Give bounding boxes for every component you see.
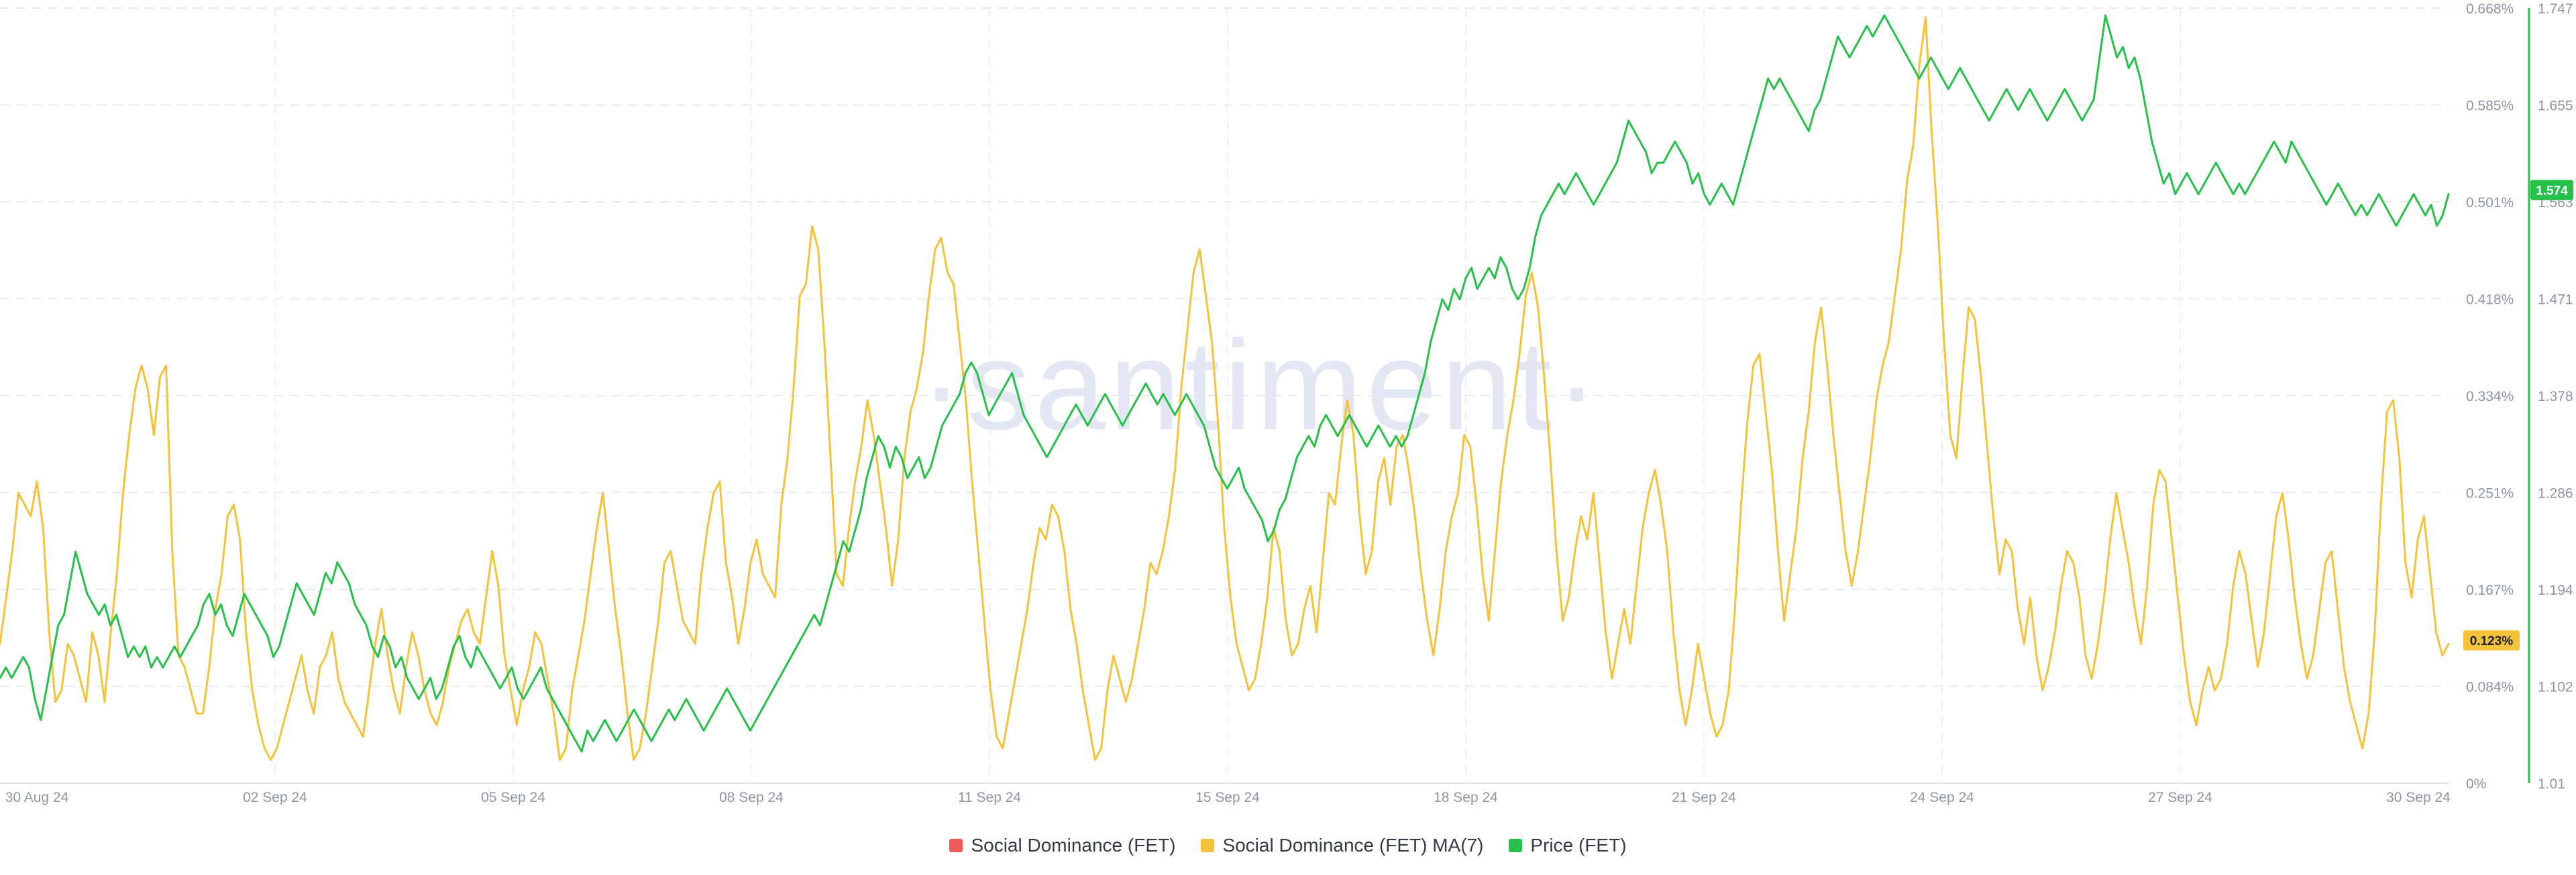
- left-axis-tick-label: 0.585%: [2466, 99, 2514, 114]
- legend-label-social-dominance: Social Dominance (FET): [971, 835, 1176, 856]
- x-axis-tick-label: 24 Sep 24: [1910, 790, 1974, 805]
- left-axis-tick-label: 0.418%: [2466, 292, 2514, 308]
- x-axis-tick-label: 05 Sep 24: [481, 790, 545, 805]
- series-line-price-fet: [0, 14, 2450, 753]
- left-axis-tick-label: 0.251%: [2466, 486, 2514, 502]
- right-axis-tick-label: 1.471: [2538, 292, 2573, 308]
- legend-label-social-dominance-ma: Social Dominance (FET) MA(7): [1222, 835, 1484, 856]
- x-axis-tick-label: 21 Sep 24: [1672, 790, 1736, 805]
- legend-swatch-price: [1509, 839, 1523, 852]
- series-layer: [0, 14, 2450, 761]
- x-axis-tick-label: 02 Sep 24: [243, 790, 307, 805]
- left-axis-tick-label: 0.501%: [2466, 195, 2514, 211]
- legend-item-social-dominance[interactable]: Social Dominance (FET): [949, 835, 1175, 856]
- social-dominance-ma-current-badge: [2463, 630, 2520, 651]
- x-axis-tick-label: 18 Sep 24: [1434, 790, 1498, 805]
- x-axis-tick-label: 11 Sep 24: [958, 790, 1022, 805]
- right-axis-tick-label: 1.194: [2538, 583, 2573, 598]
- legend-item-social-dominance-ma[interactable]: Social Dominance (FET) MA(7): [1201, 835, 1483, 856]
- right-axis: 1.7471.6551.5631.4711.3781.2861.1941.102…: [2528, 1, 2573, 792]
- x-axis-ticks: 30 Aug 24 02 Sep 24 05 Sep 24 08 Sep 24 11 S…: [5, 790, 2451, 805]
- price-current-value: 1.574: [2536, 184, 2568, 198]
- right-axis-tick-label: 1.286: [2538, 486, 2573, 502]
- x-axis-tick-label: 30 Aug 24: [5, 790, 69, 805]
- social-dominance-ma-current-value: 0.123%: [2470, 634, 2514, 648]
- left-axis-tick-label: 0.167%: [2466, 583, 2514, 598]
- legend-swatch-social-dominance-ma: [1201, 839, 1215, 852]
- left-axis-tick-label: 0.668%: [2466, 1, 2514, 17]
- price-current-badge: [2530, 180, 2573, 200]
- legend: Social Dominance (FET) Social Dominance …: [0, 829, 2576, 862]
- x-axis-tick-label: 15 Sep 24: [1195, 790, 1260, 805]
- current-value-badges: 1.574 0.123%: [2463, 180, 2573, 651]
- right-axis-tick-label: 1.378: [2538, 389, 2573, 404]
- left-axis-ticks: 0.668% 0.585% 0.501% 0.418% 0.334% 0.251% 0.16…: [2466, 1, 2514, 792]
- right-axis-tick-label: 1.747: [2538, 1, 2573, 17]
- x-axis-tick-label: 27 Sep 24: [2148, 790, 2212, 805]
- grid: [0, 7, 2449, 784]
- legend-item-price[interactable]: Price (FET): [1509, 835, 1627, 856]
- x-axis-tick-label: 08 Sep 24: [719, 790, 784, 805]
- x-axis-tick-label: 30 Sep 24: [2386, 790, 2451, 805]
- left-axis-tick-label: 0.334%: [2466, 389, 2514, 404]
- series-line-social-dominance-fet-ma-7: [0, 16, 2450, 761]
- legend-label-price: Price (FET): [1530, 835, 1627, 856]
- right-axis-tick-label: 1.102: [2538, 680, 2573, 695]
- legend-swatch-social-dominance: [949, 839, 963, 852]
- right-axis-tick-label: 1.01: [2538, 776, 2565, 792]
- left-axis-tick-label: 0.084%: [2466, 680, 2514, 695]
- santiment-watermark: ·santiment·: [920, 314, 1602, 457]
- right-axis-tick-label: 1.655: [2538, 99, 2573, 114]
- left-axis-tick-label: 0%: [2466, 776, 2486, 792]
